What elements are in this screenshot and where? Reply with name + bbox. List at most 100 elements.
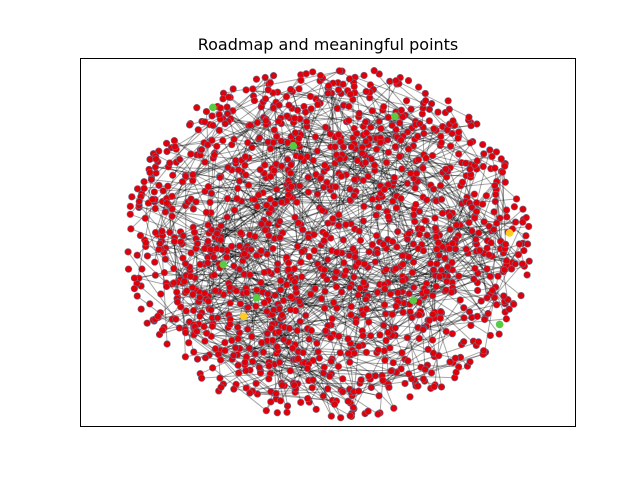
roadmap-node <box>433 260 441 268</box>
roadmap-edge <box>341 154 423 168</box>
roadmap-node <box>263 201 271 209</box>
roadmap-node <box>337 172 345 180</box>
roadmap-node <box>405 370 413 378</box>
roadmap-node <box>273 409 281 417</box>
roadmap-node <box>321 161 329 169</box>
roadmap-edge <box>467 252 491 277</box>
roadmap-edge <box>299 300 391 349</box>
roadmap-edge <box>297 143 369 177</box>
roadmap-node <box>189 290 197 299</box>
roadmap-node <box>277 162 286 170</box>
roadmap-edge <box>208 186 277 190</box>
roadmap-node <box>295 297 303 305</box>
roadmap-node <box>126 202 134 210</box>
roadmap-node <box>319 392 327 400</box>
roadmap-node <box>403 235 411 243</box>
roadmap-node <box>303 117 311 126</box>
roadmap-node <box>364 172 372 180</box>
roadmap-node <box>362 87 370 96</box>
roadmap-node <box>501 162 509 170</box>
roadmap-node <box>338 288 346 296</box>
roadmap-node <box>269 104 278 112</box>
roadmap-edge <box>250 249 380 285</box>
roadmap-node <box>189 205 197 213</box>
roadmap-edge <box>193 303 279 328</box>
roadmap-edge <box>282 186 333 234</box>
roadmap-node <box>356 284 364 292</box>
roadmap-node <box>193 327 201 335</box>
roadmap-node <box>388 310 396 318</box>
roadmap-edge <box>324 307 394 364</box>
roadmap-node <box>350 349 358 357</box>
roadmap-node <box>170 137 178 145</box>
roadmap-node <box>319 369 328 377</box>
roadmap-node <box>257 278 265 287</box>
roadmap-node <box>304 188 312 196</box>
roadmap-edge <box>155 166 275 172</box>
roadmap-node <box>237 229 245 237</box>
roadmap-node <box>296 317 304 326</box>
roadmap-node <box>182 329 190 337</box>
roadmap-edge <box>401 255 436 313</box>
roadmap-node <box>251 232 259 241</box>
roadmap-node <box>147 175 155 184</box>
roadmap-node <box>342 221 350 229</box>
roadmap-node <box>146 168 154 177</box>
roadmap-node <box>395 153 404 161</box>
roadmap-edge <box>356 138 377 161</box>
roadmap-edge <box>331 93 336 164</box>
roadmap-node <box>279 296 288 305</box>
roadmap-edge <box>279 126 326 222</box>
roadmap-node <box>451 354 459 362</box>
roadmap-edge <box>400 197 457 226</box>
roadmap-node <box>323 275 331 284</box>
roadmap-node <box>168 205 176 213</box>
roadmap-edge <box>251 333 327 338</box>
roadmap-node <box>150 188 158 196</box>
roadmap-edge <box>272 248 378 254</box>
roadmap-node <box>133 251 141 259</box>
roadmap-node <box>404 145 413 153</box>
roadmap-node <box>170 279 178 287</box>
roadmap-node <box>302 311 310 320</box>
roadmap-node <box>177 238 185 246</box>
roadmap-node <box>423 231 431 239</box>
roadmap-node <box>401 379 409 388</box>
roadmap-node <box>330 192 338 200</box>
roadmap-node <box>279 335 288 344</box>
roadmap-node <box>267 398 275 406</box>
roadmap-node <box>376 138 385 147</box>
roadmap-edge <box>281 247 354 316</box>
roadmap-node <box>335 211 343 219</box>
roadmap-node <box>359 332 367 340</box>
roadmap-node <box>368 107 376 115</box>
roadmap-node <box>347 311 355 319</box>
roadmap-node <box>225 93 233 101</box>
roadmap-node <box>345 116 353 125</box>
roadmap-node <box>189 171 197 179</box>
roadmap-edge <box>212 104 280 159</box>
roadmap-node <box>320 363 328 371</box>
roadmap-node <box>246 121 254 129</box>
roadmap-node <box>159 187 167 195</box>
roadmap-node <box>334 86 343 94</box>
roadmap-edge <box>380 142 411 174</box>
roadmap-node <box>518 260 527 268</box>
roadmap-node <box>362 305 371 313</box>
roadmap-node <box>244 181 253 189</box>
roadmap-node <box>491 182 499 190</box>
roadmap-node <box>421 217 429 225</box>
roadmap-node <box>297 153 305 161</box>
roadmap-edge <box>395 80 470 118</box>
roadmap-node <box>324 385 332 393</box>
roadmap-edge <box>386 162 501 219</box>
roadmap-node <box>465 113 473 121</box>
roadmap-node <box>317 295 326 303</box>
roadmap-node <box>483 265 491 273</box>
roadmap-node <box>175 324 183 332</box>
roadmap-node <box>399 260 407 268</box>
roadmap-node <box>140 184 148 193</box>
roadmap-node <box>224 163 232 171</box>
roadmap-edge <box>375 261 440 278</box>
